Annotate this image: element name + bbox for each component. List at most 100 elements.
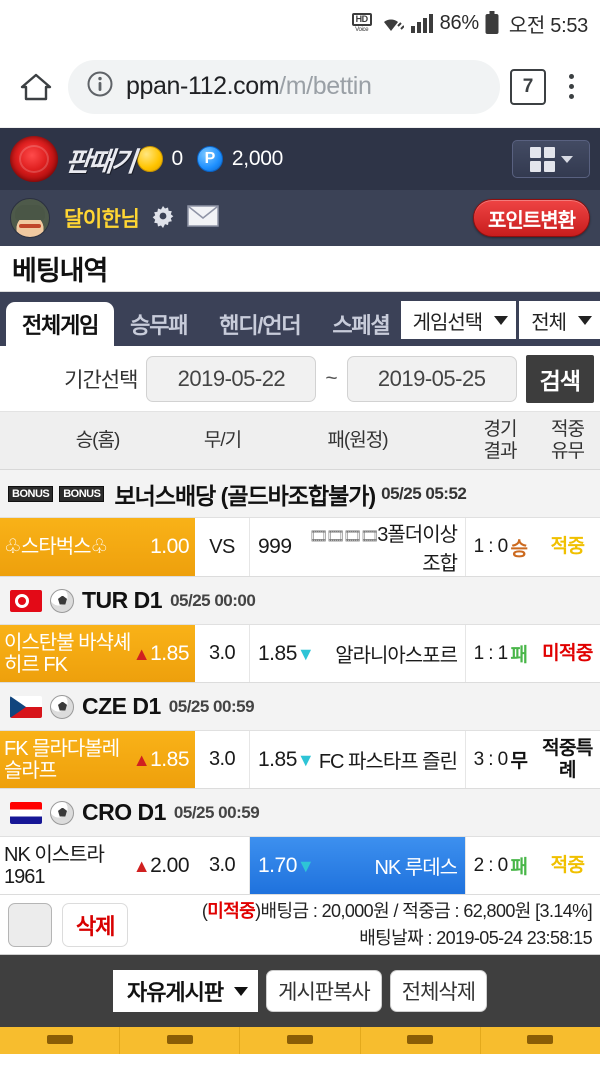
nav-item[interactable] [361,1027,481,1054]
date-from-input[interactable]: 2019-05-22 [146,355,317,402]
tab-win-draw-lose[interactable]: 승무패 [130,313,188,338]
home-odds-value: 2.00 [150,853,189,877]
league-time: 05/25 00:00 [170,590,256,610]
draw-cell[interactable]: VS [195,518,250,576]
tab-special[interactable]: 스페셜 [332,313,390,338]
delete-button[interactable]: 삭제 [62,902,129,947]
draw-cell[interactable]: 3.0 [195,625,250,682]
turkey-flag-icon [10,589,42,612]
point-convert-button[interactable]: 포인트변환 [473,199,590,237]
tab-handicap-under[interactable]: 핸디/언더 [219,313,301,338]
nav-item[interactable] [0,1027,121,1054]
away-selection-cell[interactable]: 999 🎞🎞🎞🎞3폴더이상조합 [250,518,465,576]
game-type-tabs: 전체게임 승무패 핸디/언더 스페셜 게임선택 전체 [0,292,600,346]
away-odds: 1.70▼ [258,853,315,878]
address-bar[interactable]: ppan-112.com/m/bettin [68,59,500,114]
home-selection-cell[interactable]: ♧스타벅스♧ 1.00 [0,518,195,576]
chevron-down-icon [560,155,573,163]
bonus-badge-icon: BONUS [59,485,105,502]
column-header-result: 경기 결과 [465,412,535,469]
bottom-navigation-bar[interactable] [0,1027,600,1054]
away-selection-cell[interactable]: 1.70▼ NK 루데스 [250,837,465,894]
home-icon[interactable] [14,65,58,109]
odds-down-arrow-icon: ▼ [296,855,315,876]
search-button[interactable]: 검색 [525,354,594,403]
tab-counter-button[interactable]: 7 [510,68,546,105]
away-selection-cell[interactable]: 1.85▼ 알라니아스포르 [250,625,465,682]
url-text: ppan-112.com/m/bettin [126,72,372,100]
grid-menu-icon[interactable] [512,140,590,178]
league-time: 05/25 00:59 [173,802,260,822]
site-header: 판때기 0 P 2,000 [0,128,600,190]
period-label: 기간선택 [64,368,138,392]
hd-voice-icon: HD Voice [351,13,372,33]
draw-cell[interactable]: 3.0 [195,837,250,894]
away-selection-cell[interactable]: 1.85▼ FC 파스타프 즐린 [250,731,465,788]
odds-down-arrow-icon: ▼ [296,643,315,664]
home-odds: ▲2.00 [133,853,190,877]
coin-balance: 0 [171,147,184,170]
croatia-flag-icon [10,801,42,824]
date-to-input[interactable]: 2019-05-25 [346,355,517,402]
away-odds-value: 1.85 [258,641,297,665]
table-row[interactable]: 이스탄불 바샥셰히르 FK ▲1.85 3.0 1.85▼ 알라니아스포르 1 … [0,625,600,683]
away-odds-value: 1.85 [258,747,297,771]
battery-percent: 86% [439,11,479,34]
score-text: 3 : 0 [473,748,509,770]
delete-all-button[interactable]: 전체삭제 [389,970,488,1012]
board-select-dropdown[interactable]: 자유게시판 [112,970,259,1012]
result-text: 패 [510,857,528,878]
home-selection-cell[interactable]: NK 이스트라 1961 ▲2.00 [0,837,195,894]
home-selection-cell[interactable]: 이스탄불 바샥셰히르 FK ▲1.85 [0,625,195,682]
away-odds-value: 1.70 [258,853,297,877]
home-selection-cell[interactable]: FK 믈라다볼레슬라프 ▲1.85 [0,731,195,788]
result-header-line2: 결과 [483,440,518,462]
nav-item[interactable] [481,1027,600,1054]
status-select-dropdown[interactable]: 전체 [519,301,600,339]
chevron-down-icon [578,315,592,325]
odds-down-arrow-icon: ▼ [296,749,315,770]
nav-item[interactable] [120,1027,241,1054]
hit-status-badge: 적중 [550,854,585,876]
avatar[interactable] [10,198,50,238]
score-text: 2 : 0 [473,854,509,876]
odds-up-arrow-icon: ▲ [132,643,151,664]
draw-cell[interactable]: 3.0 [195,731,250,788]
kebab-menu-icon[interactable] [556,74,586,99]
browser-toolbar: ppan-112.com/m/bettin 7 [0,46,600,128]
league-name: CRO D1 [82,799,166,825]
table-row[interactable]: NK 이스트라 1961 ▲2.00 3.0 1.70▼ NK 루데스 2 : … [0,837,600,895]
away-odds: 1.85▼ [258,747,315,772]
home-team-name: NK 이스트라 1961 [4,843,105,888]
column-header-home: 승(홈) [75,429,121,451]
game-select-dropdown[interactable]: 게임선택 [400,301,517,339]
league-name: CZE D1 [82,693,161,719]
tab-all-games[interactable]: 전체게임 [6,302,115,346]
away-odds: 1.85▼ [258,641,315,666]
hit-header-line2: 유무 [551,440,585,462]
site-logo-text[interactable]: 판때기 [64,146,136,177]
table-row[interactable]: FK 믈라다볼레슬라프 ▲1.85 3.0 1.85▼ FC 파스타프 즐린 3… [0,731,600,789]
site-logo-seal-icon[interactable] [10,136,58,182]
film-emoji-icons: 🎞🎞🎞🎞 [309,528,379,545]
signal-icon [410,13,434,33]
league-name: TUR D1 [82,587,163,613]
away-team-name: FC 파스타프 즐린 [318,751,458,773]
home-team-name: ♧스타벅스♧ [4,536,108,558]
envelope-icon[interactable] [187,204,220,233]
copy-to-board-button[interactable]: 게시판복사 [266,970,382,1012]
game-select-value: 게임선택 [412,311,484,334]
info-icon[interactable] [86,70,114,103]
summary-line2: 배팅날짜 : 2019-05-24 23:58:15 [359,927,592,948]
home-odds: ▲1.85 [132,642,190,665]
select-checkbox[interactable] [8,902,52,947]
nav-item[interactable] [240,1027,361,1054]
username-label[interactable]: 달이한님 [64,208,140,231]
bonus-title: 보너스배당 (골드바조합불가) [114,482,376,509]
gear-icon[interactable] [151,204,175,233]
summary-line1: (미적중)배팅금 : 20,000원 / 적중금 : 62,800원 [3.14… [201,901,593,922]
soccer-ball-icon [50,694,74,719]
